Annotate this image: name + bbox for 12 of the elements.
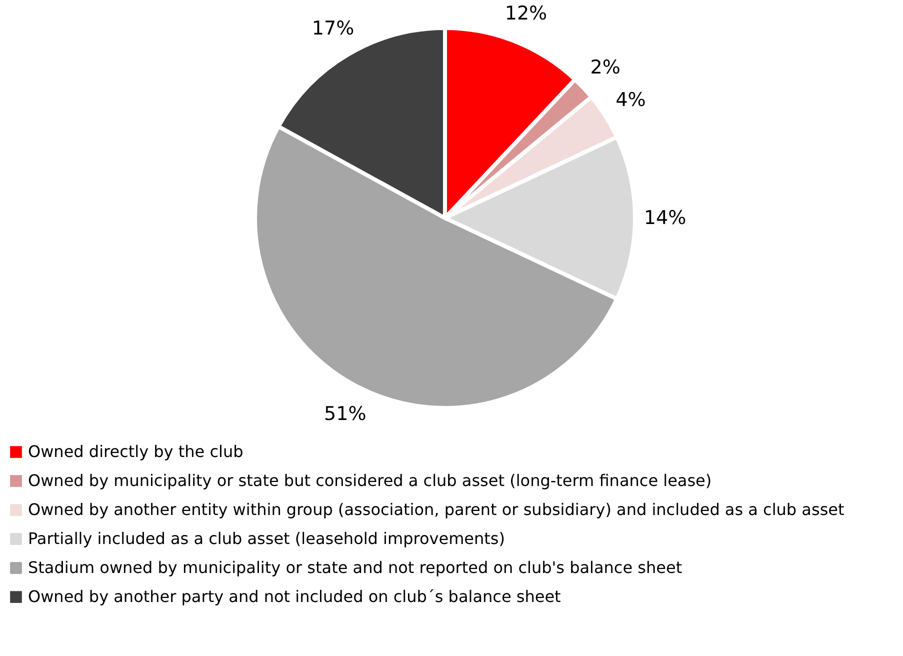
legend-label: Owned by municipality or state but considered a club asset (long-term finance lease) bbox=[28, 471, 712, 490]
data-label: 4% bbox=[616, 89, 646, 112]
legend-label: Partially included as a club asset (leasehold improvements) bbox=[28, 529, 505, 548]
data-label: 2% bbox=[590, 56, 620, 78]
legend-label: Owned directly by the club bbox=[28, 442, 244, 461]
legend-label: Owned by another party and not included on club´s balance sheet bbox=[28, 587, 561, 606]
data-label: 12% bbox=[504, 2, 548, 24]
data-label: 17% bbox=[312, 18, 354, 40]
legend-label: Owned by another entity within group (association, parent or subsidiary) and included as a club asset bbox=[28, 500, 844, 519]
legend-label: Stadium owned by municipality or state and not reported on club's balance sheet bbox=[28, 558, 682, 577]
data-label: 14% bbox=[644, 207, 686, 229]
data-label: 51% bbox=[324, 403, 366, 426]
